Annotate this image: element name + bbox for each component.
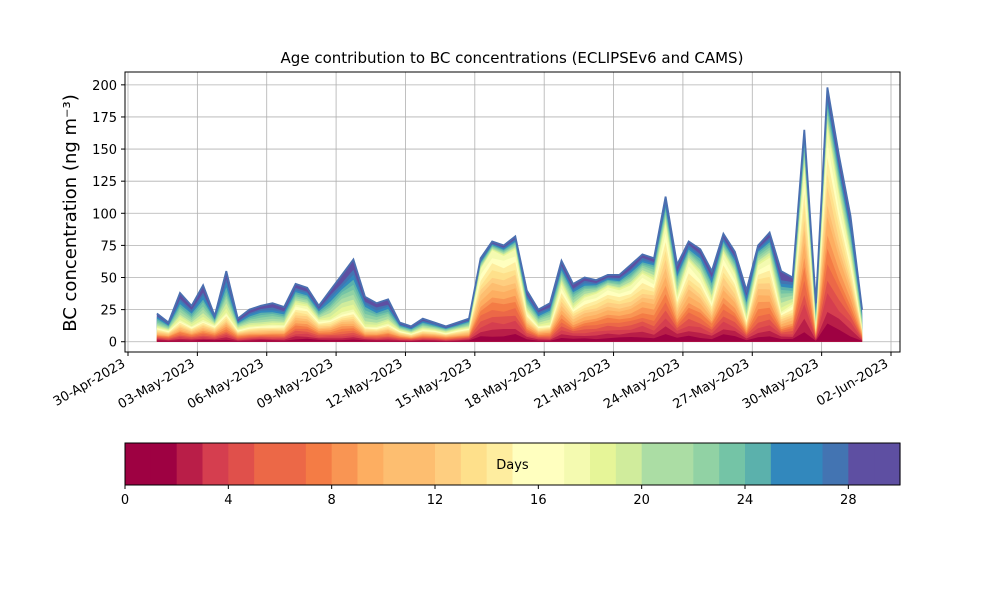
colorbar-segment: [590, 443, 617, 485]
x-tick-label: 15-May-2023: [393, 356, 475, 412]
age-band-area: [156, 280, 863, 342]
x-tick-label: 02-Jun-2023: [814, 356, 891, 409]
age-band-area: [156, 312, 863, 342]
colorbar-segment: [125, 443, 152, 485]
y-axis-label: BC concentration (ng m⁻³): [60, 94, 81, 332]
y-tick-label: 0: [109, 336, 117, 351]
y-tick-label: 150: [92, 143, 117, 158]
colorbar-segment: [796, 443, 824, 485]
y-tick-label: 75: [100, 239, 117, 254]
colorbar-tick-label: 16: [530, 493, 547, 508]
x-tick-label: 30-May-2023: [740, 356, 822, 412]
x-tick-label: 27-May-2023: [671, 356, 753, 412]
colorbar-segment: [538, 443, 565, 485]
colorbar-segment: [564, 443, 591, 485]
colorbar-tick-label: 24: [737, 493, 754, 508]
colorbar-segment: [202, 443, 229, 485]
colorbar-tick-label: 0: [121, 493, 129, 508]
x-tick-label: 24-May-2023: [601, 356, 683, 412]
colorbar-segment: [435, 443, 462, 485]
colorbar-segment: [512, 443, 539, 485]
y-tick-label: 50: [100, 272, 117, 287]
colorbar-segment: [254, 443, 281, 485]
colorbar-segment: [460, 443, 488, 485]
colorbar-frame: [124, 442, 901, 486]
colorbar-segment: [409, 443, 436, 485]
colorbar-segment: [176, 443, 204, 485]
y-tick-label: 125: [92, 175, 117, 190]
plot-area: 025507510012515017520030-Apr-202303-May-…: [51, 71, 901, 412]
colorbar-segment: [150, 443, 178, 485]
colorbar-label: Days: [496, 458, 529, 473]
colorbar-segment: [874, 443, 901, 485]
colorbar-segment: [667, 443, 694, 485]
colorbar-segment: [770, 443, 798, 485]
colorbar-segment: [486, 443, 514, 485]
colorbar-segment: [383, 443, 410, 485]
x-tick-label: 06-May-2023: [185, 356, 267, 412]
x-tick-label: 03-May-2023: [116, 356, 198, 412]
x-tick-label: 18-May-2023: [463, 356, 545, 412]
colorbar-segment: [745, 443, 772, 485]
colorbar-segment: [719, 443, 746, 485]
colorbar-segment: [331, 443, 359, 485]
total-line: [156, 87, 863, 328]
x-tick-label: 12-May-2023: [324, 356, 406, 412]
colorbar-tick-label: 12: [427, 493, 444, 508]
colorbar-segment: [848, 443, 875, 485]
colorbar-tick-label: 28: [840, 493, 857, 508]
colorbar-segment: [822, 443, 849, 485]
y-tick-label: 200: [92, 79, 117, 94]
x-tick-label: 09-May-2023: [254, 356, 336, 412]
chart-title: Age contribution to BC concentrations (E…: [281, 49, 744, 67]
age-band-area: [156, 293, 863, 342]
colorbar-tick-label: 20: [633, 493, 650, 508]
colorbar: Days 0 4 8 12 16 20 24 28: [121, 442, 901, 508]
colorbar-segment: [641, 443, 669, 485]
age-band-area: [156, 323, 863, 342]
y-tick-label: 100: [92, 207, 117, 222]
colorbar-segment: [305, 443, 333, 485]
colorbar-tick-label: 8: [328, 493, 336, 508]
colorbar-tick-label: 4: [224, 493, 232, 508]
y-tick-label: 25: [100, 304, 117, 319]
colorbar-segment: [693, 443, 720, 485]
plot-frame: [124, 71, 901, 353]
y-tick-label: 175: [92, 111, 117, 126]
colorbar-segment: [280, 443, 307, 485]
colorbar-segment: [615, 443, 643, 485]
colorbar-segment: [228, 443, 255, 485]
colorbar-segment: [357, 443, 384, 485]
x-tick-label: 21-May-2023: [532, 356, 614, 412]
